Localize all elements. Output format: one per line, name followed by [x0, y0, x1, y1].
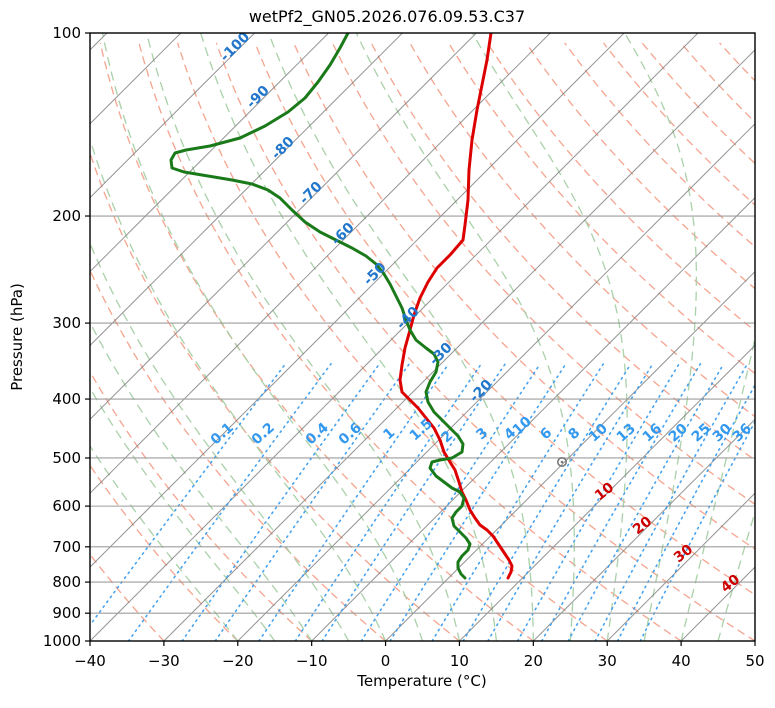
y-tick-label: 500: [52, 449, 81, 467]
x-tick-label: 50: [745, 652, 764, 670]
x-tick-label: −30: [148, 652, 180, 670]
x-tick-label: −10: [296, 652, 328, 670]
isotherm-lines: [90, 33, 755, 641]
y-axis-label: Pressure (hPa): [8, 283, 26, 391]
y-tick-label: 100: [52, 24, 81, 42]
x-tick-label: 10: [450, 652, 469, 670]
y-tick-label: 800: [52, 573, 81, 591]
x-tick-label: 20: [524, 652, 543, 670]
y-tick-label: 400: [52, 390, 81, 408]
x-tick-label: 30: [598, 652, 617, 670]
x-tick-label: 40: [672, 652, 691, 670]
y-axis-ticks: 100 200 300 400 500 600 700 800 900 1000: [43, 24, 90, 650]
x-axis-label: Temperature (°C): [356, 672, 486, 690]
plot-frame: [89, 32, 756, 642]
mixing-ratio-lines: [90, 362, 755, 641]
pressure-gridlines: [90, 33, 755, 641]
x-tick-label: −40: [74, 652, 106, 670]
y-tick-label: 700: [52, 538, 81, 556]
x-tick-label: −20: [222, 652, 254, 670]
y-tick-label: 1000: [43, 632, 81, 650]
y-tick-label: 200: [52, 207, 81, 225]
y-tick-label: 900: [52, 604, 81, 622]
y-tick-label: 300: [52, 314, 81, 332]
data-marker: [556, 456, 567, 467]
x-tick-label: 0: [381, 652, 391, 670]
sounding-curves: [169, 33, 514, 580]
y-tick-label: 600: [52, 497, 81, 515]
chart-title: wetPf2_GN05.2026.076.09.53.C37: [249, 7, 525, 27]
x-axis-ticks: −40 −30 −20 −10 0 10 20 30 40 50: [74, 641, 765, 670]
dry-adiabat-lines: [90, 42, 755, 641]
